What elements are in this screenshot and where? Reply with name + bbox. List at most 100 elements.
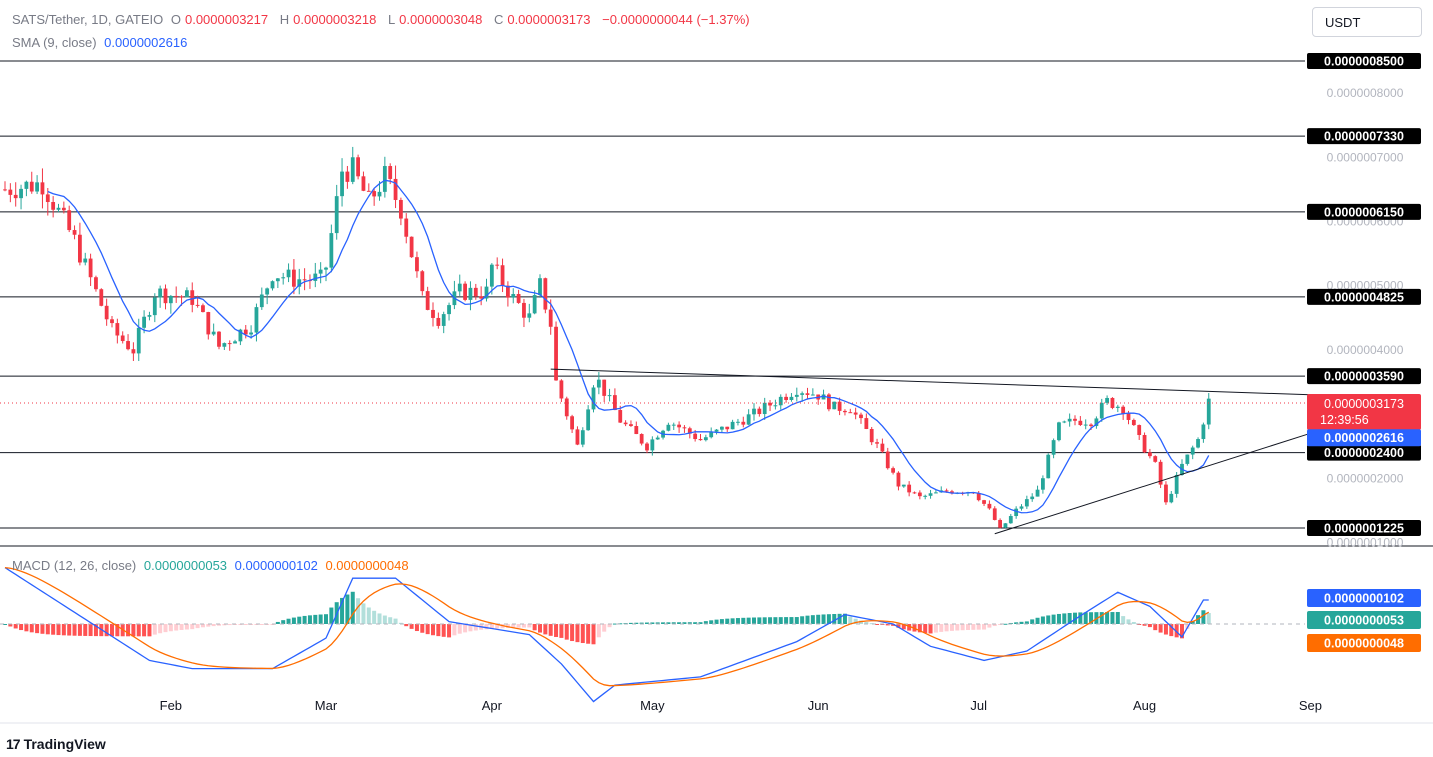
candle[interactable] [1046, 453, 1051, 479]
candle[interactable] [746, 409, 751, 426]
candle[interactable] [243, 324, 248, 339]
candle[interactable] [457, 274, 462, 296]
candle[interactable] [522, 298, 526, 328]
candle[interactable] [1078, 416, 1083, 427]
candle[interactable] [72, 225, 77, 240]
candle[interactable] [629, 420, 633, 427]
candle[interactable] [580, 427, 585, 448]
candle[interactable] [645, 442, 649, 454]
candle[interactable] [115, 318, 120, 344]
candle[interactable] [281, 272, 286, 285]
candle[interactable] [1067, 413, 1072, 427]
candle[interactable] [158, 285, 163, 308]
candle[interactable] [393, 165, 398, 209]
candle[interactable] [409, 236, 414, 258]
candle[interactable] [382, 156, 387, 198]
candle[interactable] [1142, 432, 1147, 454]
candle[interactable] [40, 168, 45, 209]
candle[interactable] [901, 484, 906, 488]
candle[interactable] [201, 303, 205, 313]
macd-pane[interactable] [0, 566, 1305, 703]
candle[interactable] [1051, 438, 1056, 459]
candle[interactable] [468, 281, 473, 311]
candle[interactable] [554, 321, 558, 381]
candle[interactable] [950, 489, 954, 495]
candle[interactable] [698, 433, 703, 441]
candle[interactable] [928, 489, 933, 499]
candle[interactable] [741, 416, 746, 428]
level-price-tag[interactable]: 0.0000001225 [1307, 520, 1421, 536]
candle[interactable] [340, 158, 344, 207]
candle[interactable] [1099, 398, 1104, 422]
candle[interactable] [1131, 418, 1136, 426]
candle[interactable] [671, 422, 676, 431]
candle[interactable] [1158, 459, 1163, 489]
candle[interactable] [366, 183, 371, 192]
candle[interactable] [372, 188, 377, 206]
candle[interactable] [800, 391, 805, 402]
candle[interactable] [185, 287, 189, 298]
candle[interactable] [596, 372, 601, 395]
candle[interactable] [570, 414, 574, 434]
candle[interactable] [233, 339, 237, 344]
candle[interactable] [677, 421, 681, 433]
candle[interactable] [61, 201, 66, 214]
level-price-tag[interactable]: 0.0000004825 [1307, 288, 1421, 305]
candle[interactable] [292, 259, 296, 295]
candle[interactable] [832, 401, 837, 410]
candle[interactable] [752, 403, 756, 421]
candle[interactable] [650, 436, 655, 456]
candle[interactable] [623, 420, 628, 427]
candle[interactable] [83, 252, 88, 266]
candle[interactable] [350, 146, 355, 185]
candle[interactable] [436, 312, 441, 329]
candle[interactable] [607, 388, 612, 402]
candle[interactable] [136, 318, 141, 362]
candle[interactable] [1073, 415, 1077, 426]
candle[interactable] [730, 419, 735, 430]
candle[interactable] [666, 422, 671, 432]
candle[interactable] [639, 433, 644, 446]
candle[interactable] [1153, 455, 1158, 463]
candle[interactable] [495, 257, 500, 270]
candle[interactable] [489, 263, 494, 295]
candle[interactable] [206, 311, 211, 340]
candle[interactable] [361, 171, 366, 192]
candle[interactable] [1105, 395, 1109, 405]
candle[interactable] [1137, 424, 1142, 440]
candle[interactable] [885, 447, 890, 470]
candle[interactable] [869, 426, 874, 446]
candle[interactable] [1030, 493, 1035, 502]
candle[interactable] [211, 323, 216, 336]
candle[interactable] [1014, 506, 1019, 519]
level-price-tag[interactable]: 0.0000002400 [1307, 444, 1421, 461]
candle[interactable] [120, 331, 125, 344]
candle[interactable] [634, 421, 639, 435]
candle[interactable] [484, 278, 489, 302]
candle[interactable] [334, 184, 339, 240]
candle[interactable] [163, 284, 168, 310]
candle[interactable] [516, 289, 521, 304]
candle[interactable] [1024, 495, 1029, 509]
candle[interactable] [222, 342, 227, 350]
candle[interactable] [313, 262, 318, 288]
candle[interactable] [1190, 445, 1195, 460]
candle[interactable] [1057, 421, 1061, 442]
candle[interactable] [757, 406, 762, 417]
candle[interactable] [843, 409, 847, 416]
candle[interactable] [131, 342, 136, 362]
candle[interactable] [1019, 504, 1024, 511]
candle[interactable] [152, 293, 157, 323]
price-pane[interactable] [0, 60, 1433, 547]
candle[interactable] [784, 393, 788, 403]
candle[interactable] [703, 434, 708, 442]
level-price-tag[interactable]: 0.0000008500 [1307, 53, 1421, 69]
macd-signal-tag[interactable]: 0.0000000048 [1307, 634, 1421, 652]
candle[interactable] [827, 393, 831, 412]
candle[interactable] [907, 481, 912, 497]
candle[interactable] [104, 298, 109, 326]
candle[interactable] [190, 282, 195, 313]
level-price-tag[interactable]: 0.0000006150 [1307, 203, 1421, 220]
candle[interactable] [441, 311, 446, 334]
candle[interactable] [479, 286, 484, 306]
